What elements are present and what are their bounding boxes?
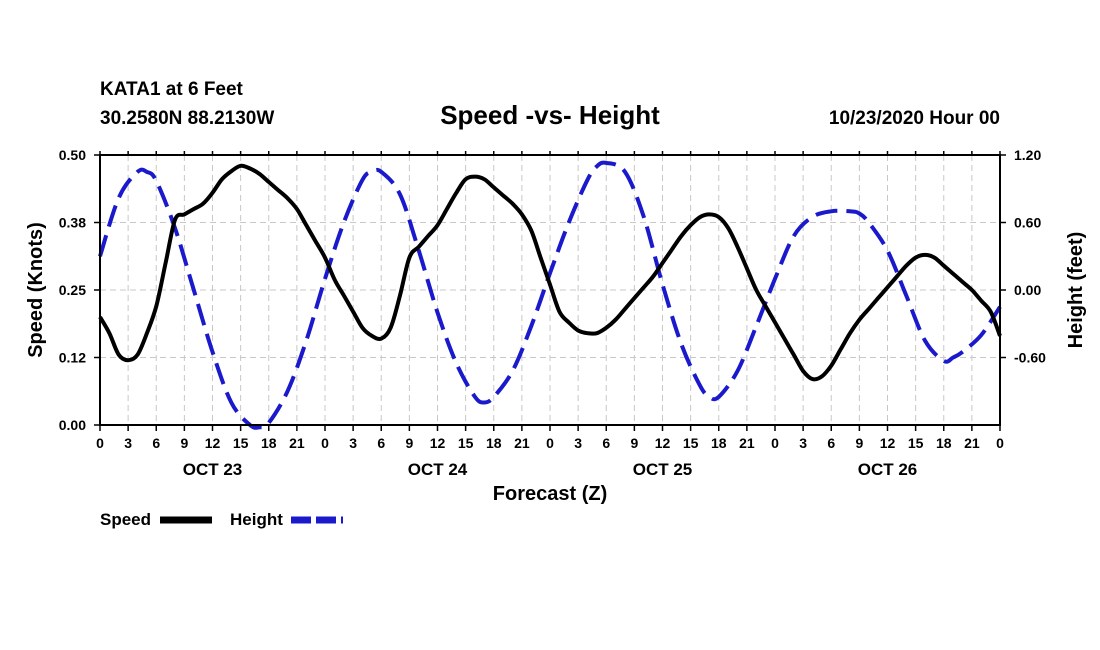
legend-label-speed: Speed — [100, 510, 151, 529]
forecast-date-label: 10/23/2020 Hour 00 — [829, 108, 1000, 129]
y-tick-label-left: 0.12 — [59, 350, 86, 366]
x-tick-label: 21 — [289, 435, 305, 451]
y-tick-label-right: 0.60 — [1014, 215, 1041, 231]
grid-lines — [100, 155, 1000, 425]
x-tick-label: 3 — [124, 435, 132, 451]
x-tick-label: 15 — [683, 435, 699, 451]
y-tick-label-left: 0.25 — [59, 282, 86, 298]
x-tick-label: 0 — [321, 435, 329, 451]
day-label: OCT 25 — [633, 460, 693, 479]
x-tick-label: 12 — [430, 435, 446, 451]
x-tick-label: 18 — [486, 435, 502, 451]
day-label: OCT 23 — [183, 460, 243, 479]
x-tick-label: 12 — [880, 435, 896, 451]
y-axis-left-title: Speed (Knots) — [25, 222, 47, 358]
day-label: OCT 24 — [408, 460, 468, 479]
x-tick-label: 18 — [936, 435, 952, 451]
x-tick-label: 21 — [514, 435, 530, 451]
plot-area — [98, 160, 1002, 430]
legend: Speed Height — [100, 510, 343, 529]
y-tick-label-right: -0.60 — [1014, 350, 1046, 366]
x-tick-label: 21 — [964, 435, 980, 451]
x-tick-label: 6 — [152, 435, 160, 451]
y-tick-label-left: 0.00 — [59, 417, 86, 433]
x-tick-label: 6 — [827, 435, 835, 451]
chart-title: Speed -vs- Height — [440, 100, 660, 130]
coordinates-label: 30.2580N 88.2130W — [100, 108, 274, 129]
x-tick-label: 0 — [771, 435, 779, 451]
x-tick-label: 15 — [233, 435, 249, 451]
x-tick-label: 12 — [205, 435, 221, 451]
x-tick-label: 9 — [630, 435, 638, 451]
day-label: OCT 26 — [858, 460, 918, 479]
y-tick-label-left: 0.50 — [59, 147, 86, 163]
x-tick-label: 0 — [546, 435, 554, 451]
x-tick-label: 0 — [996, 435, 1004, 451]
y-axis-right-title: Height (feet) — [1065, 232, 1087, 349]
x-tick-label: 15 — [908, 435, 924, 451]
x-tick-label: 0 — [96, 435, 104, 451]
x-tick-label: 3 — [349, 435, 357, 451]
station-label: KATA1 at 6 Feet — [100, 79, 244, 100]
x-tick-label: 6 — [602, 435, 610, 451]
x-tick-label: 9 — [180, 435, 188, 451]
x-tick-label: 18 — [711, 435, 727, 451]
x-tick-label: 21 — [739, 435, 755, 451]
x-tick-label: 12 — [655, 435, 671, 451]
legend-label-height: Height — [230, 510, 283, 529]
x-tick-label: 6 — [377, 435, 385, 451]
y-tick-label-right: 0.00 — [1014, 282, 1041, 298]
y-tick-label-left: 0.38 — [59, 215, 86, 231]
x-tick-label: 9 — [405, 435, 413, 451]
x-tick-label: 15 — [458, 435, 474, 451]
y-tick-label-right: 1.20 — [1014, 147, 1041, 163]
x-tick-label: 9 — [855, 435, 863, 451]
x-tick-label: 18 — [261, 435, 277, 451]
x-axis-title: Forecast (Z) — [493, 483, 607, 505]
x-tick-label: 3 — [574, 435, 582, 451]
axis-ticks: 0 3 6 9 12 15 18 21 0 3 6 9 12 15 18 21 0 3 6 9 12 15 18 21 0 3 6 9… — [59, 147, 1046, 479]
series-line-speed — [98, 163, 1002, 382]
x-tick-label: 3 — [799, 435, 807, 451]
